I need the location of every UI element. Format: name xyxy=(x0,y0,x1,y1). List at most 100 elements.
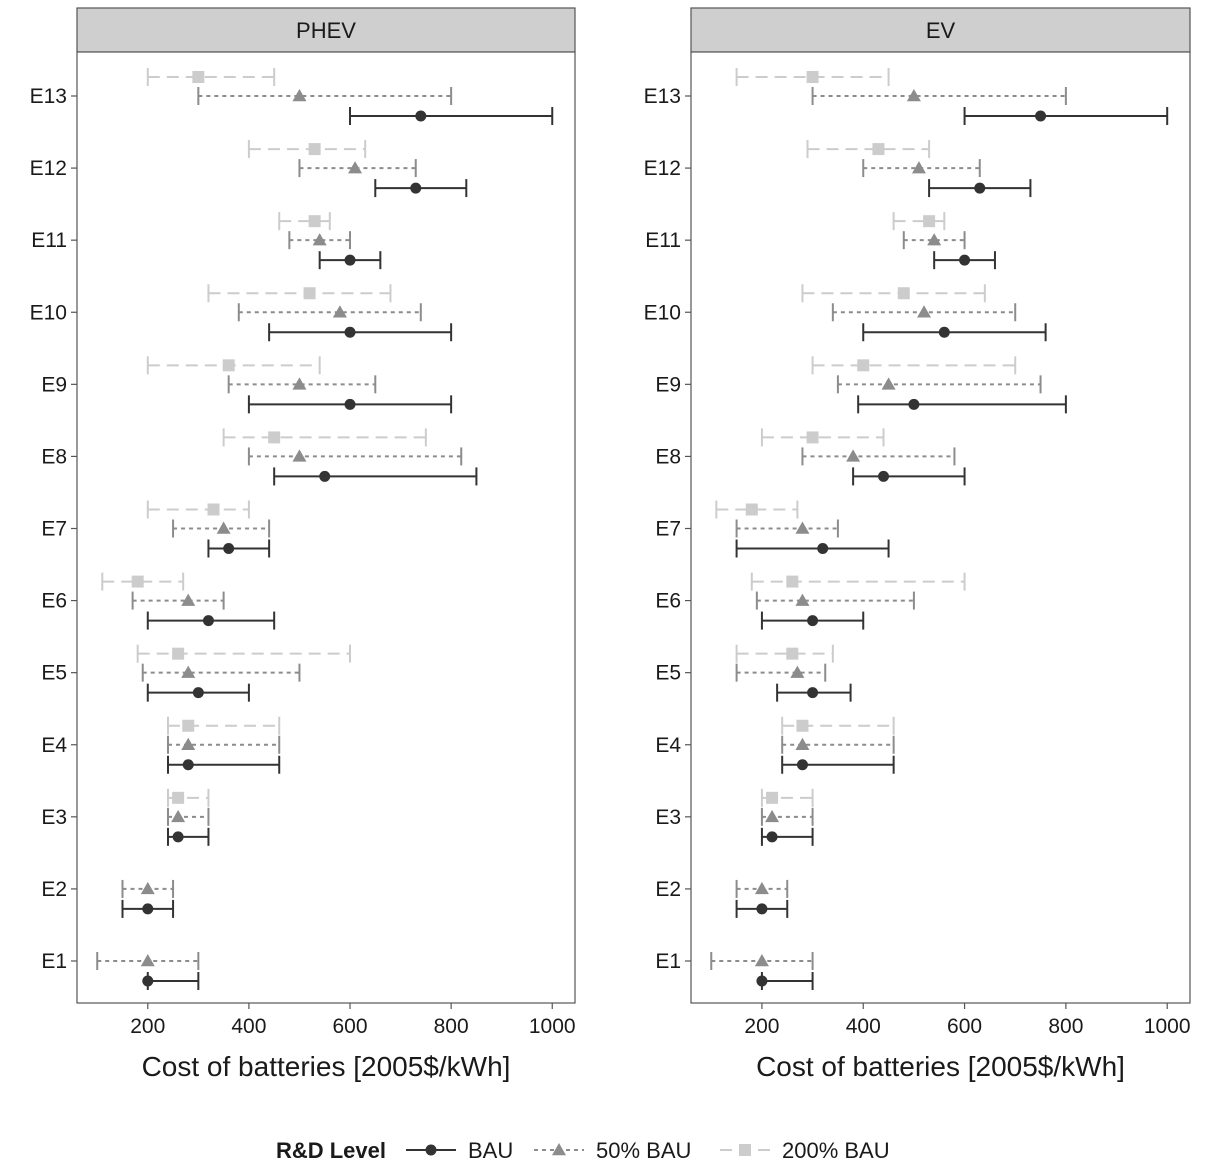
data-point xyxy=(344,326,356,338)
data-point xyxy=(344,254,356,266)
x-tick-label: 800 xyxy=(434,1015,469,1038)
data-point xyxy=(292,377,307,390)
panel-ev: EV E1 E2 E3 E4 E5 E6 E7 E8 E9 E10 E11 E12 E13 200 400 60… xyxy=(644,7,1191,1082)
series-200-bau xyxy=(101,68,427,807)
data-point xyxy=(846,449,861,462)
data-point xyxy=(795,521,810,534)
y-tick-label: E11 xyxy=(31,229,67,252)
x-tick-label: 200 xyxy=(744,1015,779,1038)
data-point xyxy=(192,687,204,699)
y-tick-label: E12 xyxy=(644,157,681,180)
data-point xyxy=(181,665,196,678)
data-point xyxy=(807,687,819,699)
x-tick-label: 200 xyxy=(130,1015,165,1038)
data-point xyxy=(754,881,769,895)
data-point xyxy=(906,89,921,102)
data-point xyxy=(881,377,896,390)
y-tick-label: E9 xyxy=(655,373,681,396)
data-point xyxy=(308,215,321,228)
legend-entry: 200% BAU xyxy=(720,1138,890,1163)
legend-label: 50% BAU xyxy=(596,1138,691,1163)
data-point xyxy=(786,575,799,588)
plot-area xyxy=(690,51,1191,1004)
data-point xyxy=(974,182,986,194)
y-tick-label: E5 xyxy=(655,662,681,685)
y-tick-label: E3 xyxy=(41,806,67,829)
data-point xyxy=(1035,110,1047,122)
legend-entry: BAU xyxy=(406,1138,513,1163)
y-tick-label: E10 xyxy=(644,301,681,324)
data-point xyxy=(786,647,799,660)
data-point xyxy=(140,954,155,967)
data-point xyxy=(754,954,769,967)
y-tick-label: E1 xyxy=(655,950,681,973)
data-point xyxy=(140,881,155,895)
x-axis-title: Cost of batteries [2005$/kWh] xyxy=(756,1051,1125,1082)
legend-key-marker xyxy=(552,1143,566,1156)
legend-key-marker xyxy=(739,1144,751,1156)
data-point xyxy=(182,759,194,771)
data-point xyxy=(172,647,185,660)
legend-entry: 50% BAU xyxy=(534,1138,691,1163)
x-tick-label: 600 xyxy=(947,1015,982,1038)
data-point xyxy=(172,831,184,843)
data-point xyxy=(917,305,932,318)
data-point xyxy=(348,161,363,174)
data-point xyxy=(923,215,936,228)
data-point xyxy=(766,791,779,804)
y-tick-label: E13 xyxy=(644,85,681,108)
data-point xyxy=(897,287,910,300)
data-point xyxy=(192,71,205,83)
y-tick-label: E8 xyxy=(655,445,681,468)
series-200-bau xyxy=(715,68,1017,807)
data-point xyxy=(312,233,327,246)
data-point xyxy=(766,831,778,843)
y-tick-label: E8 xyxy=(41,445,67,468)
y-tick-label: E11 xyxy=(645,229,681,252)
y-tick-label: E10 xyxy=(30,301,67,324)
data-point xyxy=(765,809,780,823)
y-tick-label: E13 xyxy=(30,85,67,108)
data-point xyxy=(223,543,235,554)
y-tick-label: E3 xyxy=(655,806,681,829)
data-point xyxy=(410,182,422,194)
data-point xyxy=(807,615,819,627)
data-point xyxy=(756,903,768,915)
x-tick-label: 400 xyxy=(846,1015,881,1038)
data-point xyxy=(303,287,316,300)
panel-strip xyxy=(690,7,1191,53)
data-point xyxy=(332,305,347,318)
data-point xyxy=(319,470,331,482)
data-point xyxy=(857,359,870,372)
panel-strip xyxy=(76,7,576,53)
data-point xyxy=(908,398,920,410)
y-tick-label: E5 xyxy=(41,662,67,685)
y-tick-label: E7 xyxy=(655,518,681,541)
data-point xyxy=(878,470,890,482)
series-bau xyxy=(735,107,1169,990)
data-point xyxy=(959,254,971,266)
data-point xyxy=(790,665,805,678)
y-tick-label: E2 xyxy=(655,878,681,901)
legend-label: BAU xyxy=(468,1138,513,1163)
data-point xyxy=(795,737,810,750)
x-tick-label: 1000 xyxy=(1144,1015,1191,1038)
data-point xyxy=(795,593,810,606)
chart-panels: PHEV E1 E2 E3 E4 E5 E6 E7 E8 E9 E10 E11 E12 E13 200 400… xyxy=(30,7,1191,1082)
data-point xyxy=(142,975,154,987)
data-point xyxy=(292,89,307,102)
legend-title: R&D Level xyxy=(276,1138,386,1163)
data-point xyxy=(181,737,196,750)
data-point xyxy=(181,593,196,606)
data-point xyxy=(756,975,768,987)
y-tick-label: E9 xyxy=(41,373,67,396)
panel-title: PHEV xyxy=(296,18,356,43)
y-tick-label: E7 xyxy=(41,518,67,541)
data-point xyxy=(172,791,185,804)
data-point xyxy=(872,143,885,156)
y-tick-label: E1 xyxy=(41,950,67,973)
data-point xyxy=(308,143,321,156)
data-point xyxy=(222,359,235,372)
chart-legend: R&D Level BAU 50% BAU 200% BAU xyxy=(276,1138,890,1163)
